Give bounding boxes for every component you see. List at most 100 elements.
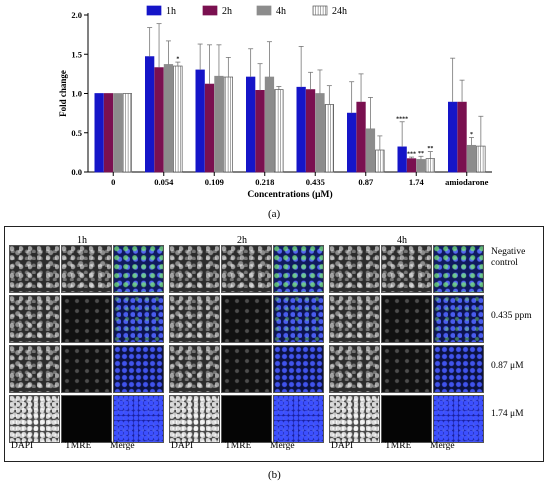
legend-label-2h: 2h (222, 6, 232, 17)
bar-24h (122, 93, 133, 173)
bar-24h (324, 104, 334, 173)
micrograph-panel: 1h DAPI TMRE Merge 2h DAPI TMRE Merge 4h DAPI TMRE… (4, 226, 544, 462)
bar-2h (154, 67, 164, 173)
y-tick-label: 1.5 (71, 49, 82, 59)
micrograph-tmre (61, 345, 112, 393)
micrograph-tmre (221, 345, 272, 393)
micrograph-tmre (381, 245, 432, 293)
micrograph-dapi (329, 395, 380, 443)
bar-4h (264, 76, 275, 173)
y-tick-label: 0.5 (71, 128, 82, 138)
micrograph-merge (273, 295, 324, 343)
micrograph-dapi (329, 345, 380, 393)
micrograph-tmre (381, 295, 432, 343)
bar-1h (195, 69, 205, 173)
micrograph-dapi (169, 245, 220, 293)
bar-1h (145, 56, 155, 173)
micrograph-merge (433, 295, 484, 343)
micrograph-tmre (381, 395, 432, 443)
column-label-tmre: TMRE (65, 441, 92, 451)
panel-a-caption: (a) (268, 208, 281, 220)
micrograph-tmre (221, 245, 272, 293)
row-label: Negative control (491, 247, 526, 268)
x-tick-label: 0.87 (358, 177, 374, 187)
micrograph-merge (273, 395, 324, 443)
column-label-dapi: DAPI (11, 441, 34, 451)
bar-24h (375, 149, 385, 173)
micrograph-tmre (381, 345, 432, 393)
micrograph-dapi (9, 395, 60, 443)
legend-swatch-1h (146, 5, 162, 16)
micrograph-merge (113, 345, 164, 393)
bar-1h (448, 101, 458, 173)
x-tick-label: 0.435 (306, 177, 325, 187)
bar-chart: 0.0 0.5 1.0 1.5 2.0 Fold change 0 * 0.054 0.109 0.… (58, 5, 492, 200)
micrograph-merge (273, 345, 324, 393)
y-tick-label: 0.0 (71, 167, 82, 177)
column-label-dapi: DAPI (171, 441, 194, 451)
bar-1h (94, 93, 104, 173)
bar-4h (365, 128, 376, 173)
bar-2h (255, 90, 265, 173)
bar-4h (466, 144, 477, 173)
column-label-tmre: TMRE (225, 441, 252, 451)
bar-2h (305, 89, 316, 173)
row-label: 0.435 ppm (491, 311, 532, 321)
micrograph-merge (273, 245, 324, 293)
bar-2h (103, 93, 114, 173)
bar-1h (397, 146, 407, 173)
micrograph-merge (433, 395, 484, 443)
micrograph-merge (113, 295, 164, 343)
bar-24h (476, 145, 486, 173)
micrograph-tmre (61, 245, 112, 293)
bar-4h (113, 93, 123, 173)
row-label: 0.87 μM (491, 361, 524, 371)
significance-mark: * (176, 57, 179, 63)
column-label-merge: Merge (430, 441, 455, 451)
micrograph-tmre (61, 295, 112, 343)
micrograph-dapi (329, 245, 380, 293)
micrograph-dapi (169, 395, 220, 443)
bar-1h (296, 86, 306, 173)
micrograph-dapi (169, 345, 220, 393)
bar-4h (163, 64, 174, 173)
column-label-dapi: DAPI (331, 441, 354, 451)
bar-2h (406, 158, 417, 173)
x-tick-label: amiodarone (445, 177, 489, 187)
micrograph-merge (433, 245, 484, 293)
legend-swatch-4h (256, 5, 272, 16)
micrograph-tmre (221, 295, 272, 343)
bar-2h (204, 83, 215, 173)
significance-mark: **** (396, 116, 408, 122)
y-tick-label: 2.0 (71, 10, 82, 20)
significance-mark: ** (418, 151, 424, 157)
column-label-merge: Merge (110, 441, 135, 451)
bar-4h (214, 75, 224, 173)
bar-24h (274, 89, 284, 173)
legend-swatch-24h (312, 5, 328, 16)
x-tick-label: 1.74 (409, 177, 425, 187)
micrograph-merge (113, 395, 164, 443)
bar-1h (347, 112, 357, 173)
x-tick-label: 0.218 (255, 177, 274, 187)
bar-24h (173, 65, 183, 173)
y-axis-label: Fold change (58, 70, 68, 117)
micrograph-dapi (169, 295, 220, 343)
bar-1h (246, 76, 256, 173)
bar-4h (416, 159, 426, 173)
micrograph-dapi (329, 295, 380, 343)
column-label-merge: Merge (270, 441, 295, 451)
time-label-1h: 1h (77, 235, 87, 246)
significance-mark: ** (427, 146, 433, 152)
significance-mark: *** (407, 152, 416, 158)
row-label: 1.74 μM (491, 409, 524, 419)
bar-24h (425, 158, 435, 173)
column-label-tmre: TMRE (385, 441, 412, 451)
panel-b-caption: (b) (268, 469, 281, 481)
x-tick-label: 0.054 (154, 177, 174, 187)
micrograph-tmre (61, 395, 112, 443)
micrograph-dapi (9, 295, 60, 343)
x-axis-label: Concentrations (μM) (247, 189, 332, 200)
y-tick-label: 1.0 (71, 89, 82, 99)
bar-24h (223, 76, 234, 173)
